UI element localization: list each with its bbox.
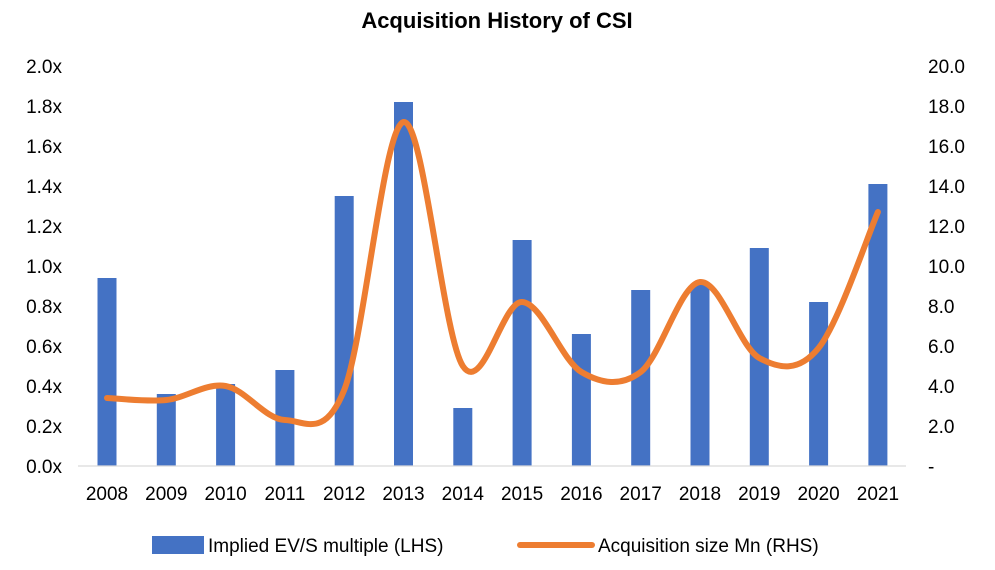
right-tick-label: 20.0 xyxy=(928,57,965,78)
x-axis: 2008 2009 2010 2011 2012 2013 2014 2015 2016 2017… xyxy=(86,484,899,505)
legend: Implied EV/S multiple (LHS) Acquisition … xyxy=(152,536,819,557)
left-tick-label: 0.4x xyxy=(26,377,62,398)
left-tick-label: 1.0x xyxy=(26,257,62,278)
right-tick-label: 8.0 xyxy=(928,297,954,318)
x-tick-label: 2009 xyxy=(145,484,187,505)
x-tick-label: 2011 xyxy=(264,484,305,505)
bar xyxy=(512,240,532,466)
x-tick-label: 2019 xyxy=(738,484,780,505)
left-tick-label: 1.8x xyxy=(26,97,62,118)
bar xyxy=(809,302,829,466)
left-tick-label: 0.0x xyxy=(26,457,62,478)
right-tick-label: 4.0 xyxy=(928,377,954,398)
left-tick-label: 1.4x xyxy=(26,177,62,198)
bar xyxy=(571,334,591,466)
bar xyxy=(97,278,117,466)
bar xyxy=(334,196,354,466)
x-tick-label: 2018 xyxy=(679,484,721,505)
left-tick-label: 1.6x xyxy=(26,137,62,158)
left-tick-label: 2.0x xyxy=(26,57,62,78)
left-axis: 0.0x 0.2x 0.4x 0.6x 0.8x 1.0x 1.2x 1.4x 1.6x 1.8x… xyxy=(26,57,62,478)
bar xyxy=(690,284,710,466)
right-tick-label: - xyxy=(928,457,934,478)
right-tick-label: 6.0 xyxy=(928,337,954,358)
right-tick-label: 10.0 xyxy=(928,257,965,278)
left-tick-label: 1.2x xyxy=(26,217,62,238)
right-tick-label: 18.0 xyxy=(928,97,965,118)
bar xyxy=(156,394,176,466)
bar xyxy=(631,290,651,466)
chart-title: Acquisition History of CSI xyxy=(361,8,632,33)
x-tick-label: 2016 xyxy=(560,484,602,505)
x-tick-label: 2014 xyxy=(442,484,485,505)
legend-line-label: Acquisition size Mn (RHS) xyxy=(598,536,819,557)
bar xyxy=(868,184,888,466)
x-tick-label: 2021 xyxy=(857,484,899,505)
x-tick-label: 2015 xyxy=(501,484,543,505)
left-tick-label: 0.8x xyxy=(26,297,62,318)
bar xyxy=(394,102,413,466)
bar xyxy=(453,408,473,466)
left-tick-label: 0.2x xyxy=(26,417,62,438)
right-tick-label: 14.0 xyxy=(928,177,965,198)
right-tick-label: 12.0 xyxy=(928,217,965,238)
x-tick-label: 2017 xyxy=(620,484,662,505)
line-series xyxy=(104,119,881,428)
x-tick-label: 2012 xyxy=(323,484,365,505)
legend-bar-swatch xyxy=(152,536,204,554)
right-tick-label: 2.0 xyxy=(928,417,954,438)
x-tick-label: 2008 xyxy=(86,484,128,505)
legend-bar-label: Implied EV/S multiple (LHS) xyxy=(208,536,443,557)
x-tick-label: 2013 xyxy=(382,484,424,505)
x-tick-label: 2010 xyxy=(204,484,246,505)
x-tick-label: 2020 xyxy=(797,484,839,505)
right-axis: - 2.0 4.0 6.0 8.0 10.0 12.0 14.0 16.0 18.0 20.0 xyxy=(928,57,965,478)
bar xyxy=(216,384,236,466)
left-tick-label: 0.6x xyxy=(26,337,62,358)
right-tick-label: 16.0 xyxy=(928,137,965,158)
bar-series xyxy=(97,102,888,466)
